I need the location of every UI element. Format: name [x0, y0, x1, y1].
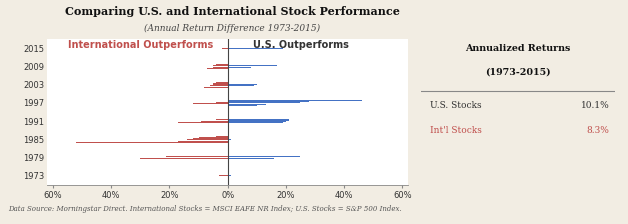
- Bar: [140, 158, 227, 159]
- Bar: [227, 158, 274, 159]
- Text: 8.3%: 8.3%: [587, 126, 610, 135]
- Bar: [227, 156, 300, 157]
- Bar: [202, 121, 227, 122]
- Bar: [210, 85, 227, 86]
- Bar: [216, 119, 227, 120]
- Bar: [216, 82, 227, 83]
- Bar: [227, 100, 362, 101]
- Bar: [187, 139, 227, 140]
- Bar: [76, 142, 227, 143]
- Bar: [227, 175, 230, 176]
- Bar: [227, 102, 300, 103]
- Bar: [227, 121, 286, 122]
- Bar: [213, 83, 227, 84]
- Bar: [204, 87, 227, 88]
- Bar: [227, 105, 257, 106]
- Bar: [216, 64, 227, 65]
- Bar: [222, 48, 227, 49]
- Bar: [219, 175, 227, 176]
- Bar: [198, 137, 227, 138]
- Bar: [227, 67, 251, 68]
- Bar: [227, 65, 277, 66]
- Text: Annualized Returns: Annualized Returns: [465, 44, 571, 53]
- Text: Data Source: Morningstar Direct. International Stocks = MSCI EAFE NR Index; U.S.: Data Source: Morningstar Direct. Interna…: [8, 205, 402, 213]
- Text: Int'l Stocks: Int'l Stocks: [431, 126, 482, 135]
- Bar: [193, 103, 227, 104]
- Text: U.S. Outperforms: U.S. Outperforms: [252, 40, 349, 50]
- Bar: [166, 156, 227, 157]
- Text: (Annual Return Difference 1973-2015): (Annual Return Difference 1973-2015): [144, 24, 320, 33]
- Bar: [227, 119, 289, 120]
- Bar: [216, 136, 227, 137]
- Bar: [227, 104, 266, 105]
- Text: U.S. Stocks: U.S. Stocks: [431, 101, 482, 110]
- Bar: [213, 65, 227, 66]
- Bar: [227, 139, 230, 140]
- Bar: [227, 85, 254, 86]
- Bar: [207, 68, 227, 69]
- Text: 10.1%: 10.1%: [581, 101, 610, 110]
- Text: Comparing U.S. and International Stock Performance: Comparing U.S. and International Stock P…: [65, 6, 400, 17]
- Bar: [193, 138, 227, 139]
- Bar: [227, 84, 257, 85]
- Bar: [227, 101, 309, 102]
- Text: International Outperforms: International Outperforms: [68, 40, 213, 50]
- Bar: [178, 122, 227, 123]
- Bar: [213, 84, 227, 85]
- Bar: [178, 141, 227, 142]
- Bar: [227, 48, 283, 49]
- Text: (1973-2015): (1973-2015): [485, 67, 551, 76]
- Bar: [227, 120, 289, 121]
- Bar: [213, 67, 227, 68]
- Bar: [216, 102, 227, 103]
